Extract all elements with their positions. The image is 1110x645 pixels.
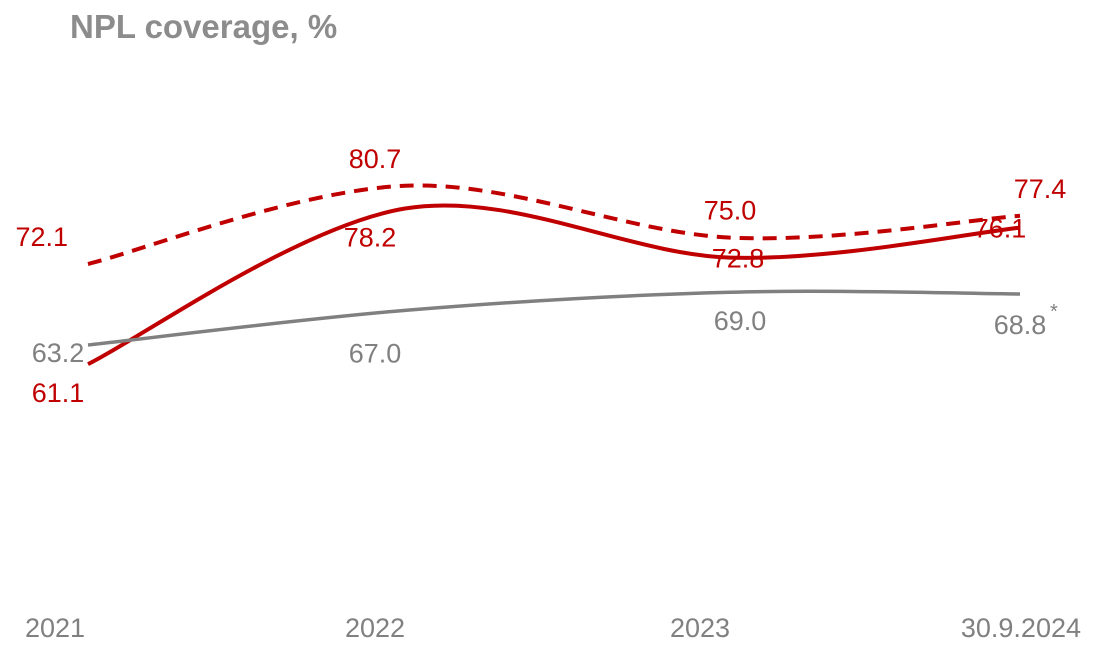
series-solid-red-label: 76.1 (974, 214, 1027, 244)
series-dashed-red-label: 77.4 (1014, 174, 1067, 204)
series-dashed-red-label: 75.0 (704, 196, 757, 226)
series-solid-red-line (87, 203, 1021, 366)
chart-title: NPL coverage, % (70, 8, 338, 45)
x-tick-label: 2022 (345, 613, 405, 643)
series-solid-red-label: 61.1 (32, 378, 85, 408)
series-grey-label: 67.0 (349, 338, 402, 368)
series-dashed-red-label: 80.7 (349, 144, 402, 174)
footnote-marker: * (1050, 301, 1058, 323)
x-tick-label: 30.9.2024 (961, 613, 1081, 643)
series-grey-label: 63.2 (32, 338, 85, 368)
series-dashed-red-line (87, 183, 1021, 266)
series-grey-label: 69.0 (714, 306, 767, 336)
x-tick-label: 2023 (670, 613, 730, 643)
series-grey-line (87, 289, 1021, 347)
series-solid-red-label: 72.8 (712, 244, 765, 274)
series-grey-label: 68.8 (994, 310, 1047, 340)
series-dashed-red-label: 72.1 (15, 222, 68, 252)
x-tick-label: 2021 (25, 613, 85, 643)
series-solid-red-label: 78.2 (344, 223, 397, 253)
